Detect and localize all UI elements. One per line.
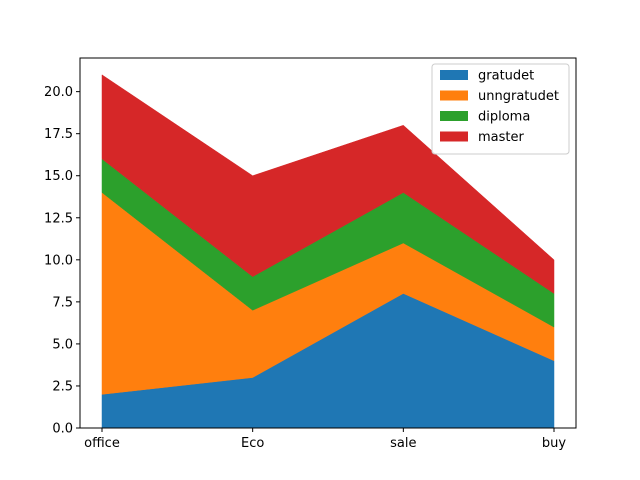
y-tick-label: 7.5 [52, 295, 73, 310]
x-tick-label: Eco [241, 436, 264, 451]
legend-swatch-gratudet [440, 70, 468, 80]
plot-frame [79, 57, 577, 429]
legend-label-diploma: diploma [478, 110, 530, 125]
x-tick-label: sale [390, 436, 416, 451]
x-tick-label: buy [542, 436, 566, 451]
y-tick-label: 2.5 [52, 379, 73, 394]
legend-label-master: master [478, 130, 524, 145]
y-tick-label: 0.0 [52, 422, 73, 437]
y-tick-label: 17.5 [44, 127, 73, 142]
area-series-group [101, 74, 555, 429]
y-tick-label: 15.0 [44, 169, 73, 184]
area-master [101, 74, 555, 294]
axes: 0.0 2.5 5.0 7.5 10.0 12.5 15.0 17.5 20.0 office Ec… [44, 57, 577, 451]
legend-swatch-unngratudet [440, 90, 468, 101]
legend: gratudet unngratudet diploma master [431, 63, 570, 155]
x-tick-label: office [84, 436, 120, 451]
legend-label-gratudet: gratudet [478, 69, 534, 84]
y-tick-label: 5.0 [52, 337, 73, 352]
legend-swatch-diploma [440, 111, 468, 121]
legend-swatch-master [440, 131, 468, 142]
y-tick-label: 20.0 [44, 85, 73, 100]
legend-label-unngratudet: unngratudet [478, 89, 559, 104]
y-tick-label: 10.0 [44, 253, 73, 268]
y-tick-label: 12.5 [44, 211, 73, 226]
